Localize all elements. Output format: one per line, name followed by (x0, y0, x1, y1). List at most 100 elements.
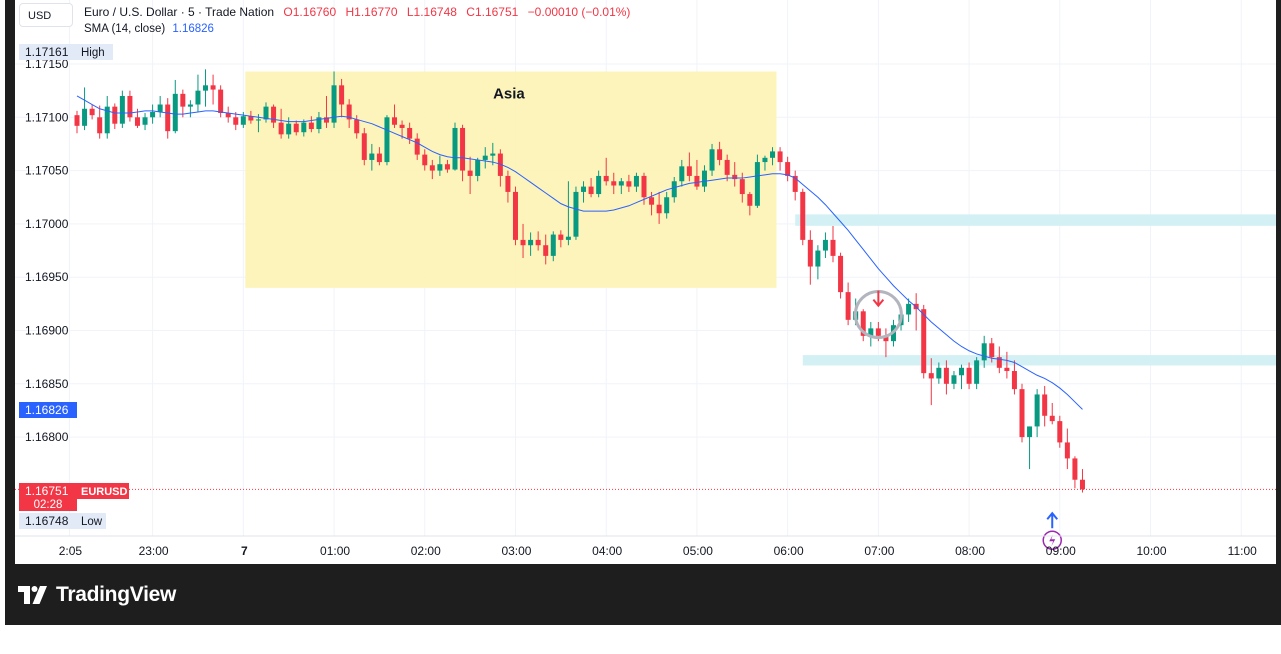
candle-body[interactable] (943, 367, 949, 384)
candle-body[interactable] (460, 127, 466, 171)
candle-body[interactable] (422, 154, 428, 166)
candle-body[interactable] (671, 181, 677, 198)
candle-body[interactable] (754, 162, 760, 206)
candle-body[interactable] (875, 328, 881, 336)
candle-body[interactable] (512, 191, 518, 240)
candle-body[interactable] (384, 117, 390, 163)
candle-body[interactable] (618, 181, 624, 186)
candle-body[interactable] (792, 175, 798, 192)
candle-body[interactable] (505, 175, 511, 192)
candle-body[interactable] (263, 106, 269, 120)
candle-body[interactable] (119, 95, 125, 124)
candle-body[interactable] (830, 239, 836, 256)
candle-body[interactable] (633, 175, 639, 187)
buy-arrow-icon[interactable] (1046, 511, 1059, 529)
candle-body[interactable] (777, 151, 783, 163)
candle-body[interactable] (354, 119, 360, 134)
candle-body[interactable] (429, 165, 435, 171)
candle-body[interactable] (165, 104, 171, 132)
tradingview-brand[interactable]: TradingView (18, 583, 176, 607)
candle-body[interactable] (921, 309, 927, 374)
candle-body[interactable] (974, 360, 980, 384)
candle-body[interactable] (150, 111, 156, 118)
candle-body[interactable] (437, 164, 443, 171)
candle-body[interactable] (127, 95, 133, 118)
candle-body[interactable] (1049, 415, 1055, 422)
candle-body[interactable] (664, 197, 670, 214)
candle-body[interactable] (407, 127, 413, 139)
candle-body[interactable] (97, 117, 103, 134)
candle-body[interactable] (414, 138, 420, 155)
candle-body[interactable] (376, 153, 382, 163)
candle-body[interactable] (906, 303, 912, 315)
candle-body[interactable] (641, 175, 647, 198)
candle-body[interactable] (626, 181, 632, 187)
candle-body[interactable] (709, 149, 715, 171)
symbol-title[interactable]: Euro / U.S. Dollar · 5 · Trade Nation (84, 5, 275, 19)
currency-button[interactable]: USD (19, 3, 73, 27)
candle-body[interactable] (981, 343, 987, 361)
candle-body[interactable] (323, 117, 329, 123)
candle-body[interactable] (717, 149, 723, 160)
candle-body[interactable] (233, 117, 239, 125)
candle-body[interactable] (1057, 421, 1063, 443)
candle-body[interactable] (596, 175, 602, 195)
candle-body[interactable] (762, 157, 768, 163)
candle-body[interactable] (800, 191, 806, 240)
candle-body[interactable] (989, 343, 995, 358)
candle-body[interactable] (528, 239, 534, 246)
candle-body[interactable] (1072, 458, 1078, 480)
candle-body[interactable] (581, 186, 587, 192)
candle-body[interactable] (82, 108, 88, 126)
candle-body[interactable] (966, 367, 972, 384)
candle-body[interactable] (573, 191, 579, 237)
candle-body[interactable] (694, 175, 700, 187)
candle-body[interactable] (603, 175, 609, 182)
candle-body[interactable] (656, 204, 662, 214)
candle-body[interactable] (195, 90, 201, 105)
candle-body[interactable] (308, 122, 314, 130)
candle-body[interactable] (210, 85, 216, 90)
candle-body[interactable] (679, 166, 685, 182)
candle-body[interactable] (815, 250, 821, 267)
candle-body[interactable] (475, 159, 481, 176)
candle-body[interactable] (686, 166, 692, 176)
candle-body[interactable] (936, 367, 942, 379)
candle-body[interactable] (369, 153, 375, 160)
candle-body[interactable] (732, 174, 738, 180)
candle-body[interactable] (543, 245, 549, 256)
chart-pane[interactable]: Asia 2:05 23:00 7 01:00 02:00 03:00 04:00 05:00 0… (15, 0, 1276, 564)
candle-body[interactable] (860, 311, 866, 336)
candle-body[interactable] (724, 159, 730, 175)
horizontal-zone[interactable] (802, 355, 1276, 366)
candle-body[interactable] (278, 122, 284, 135)
candle-body[interactable] (1027, 426, 1033, 438)
candle-body[interactable] (346, 104, 352, 120)
candle-body[interactable] (649, 197, 655, 205)
candle-body[interactable] (104, 106, 110, 134)
price-chart-svg[interactable]: Asia 2:05 23:00 7 01:00 02:00 03:00 04:00 05:00 0… (15, 0, 1276, 564)
candle-body[interactable] (770, 151, 776, 158)
candle-body[interactable] (112, 106, 118, 124)
candle-body[interactable] (490, 153, 496, 156)
candle-body[interactable] (520, 239, 526, 246)
candle-body[interactable] (316, 117, 322, 130)
candle-body[interactable] (339, 85, 345, 105)
candle-body[interactable] (1079, 479, 1085, 490)
candle-body[interactable] (89, 108, 95, 116)
candle-body[interactable] (535, 239, 541, 246)
candle-body[interactable] (747, 194, 753, 206)
candle-body[interactable] (1042, 394, 1048, 416)
candle-body[interactable] (959, 367, 965, 376)
horizontal-zone[interactable] (795, 214, 1276, 226)
candle-body[interactable] (286, 123, 292, 135)
candle-body[interactable] (142, 117, 148, 125)
candle-body[interactable] (785, 162, 791, 176)
candle-body[interactable] (392, 117, 398, 125)
candle-body[interactable] (1064, 442, 1070, 459)
candle-body[interactable] (172, 93, 178, 132)
candle-body[interactable] (558, 234, 564, 240)
candle-body[interactable] (399, 124, 405, 128)
candle-body[interactable] (550, 234, 556, 256)
candle-body[interactable] (271, 106, 277, 123)
